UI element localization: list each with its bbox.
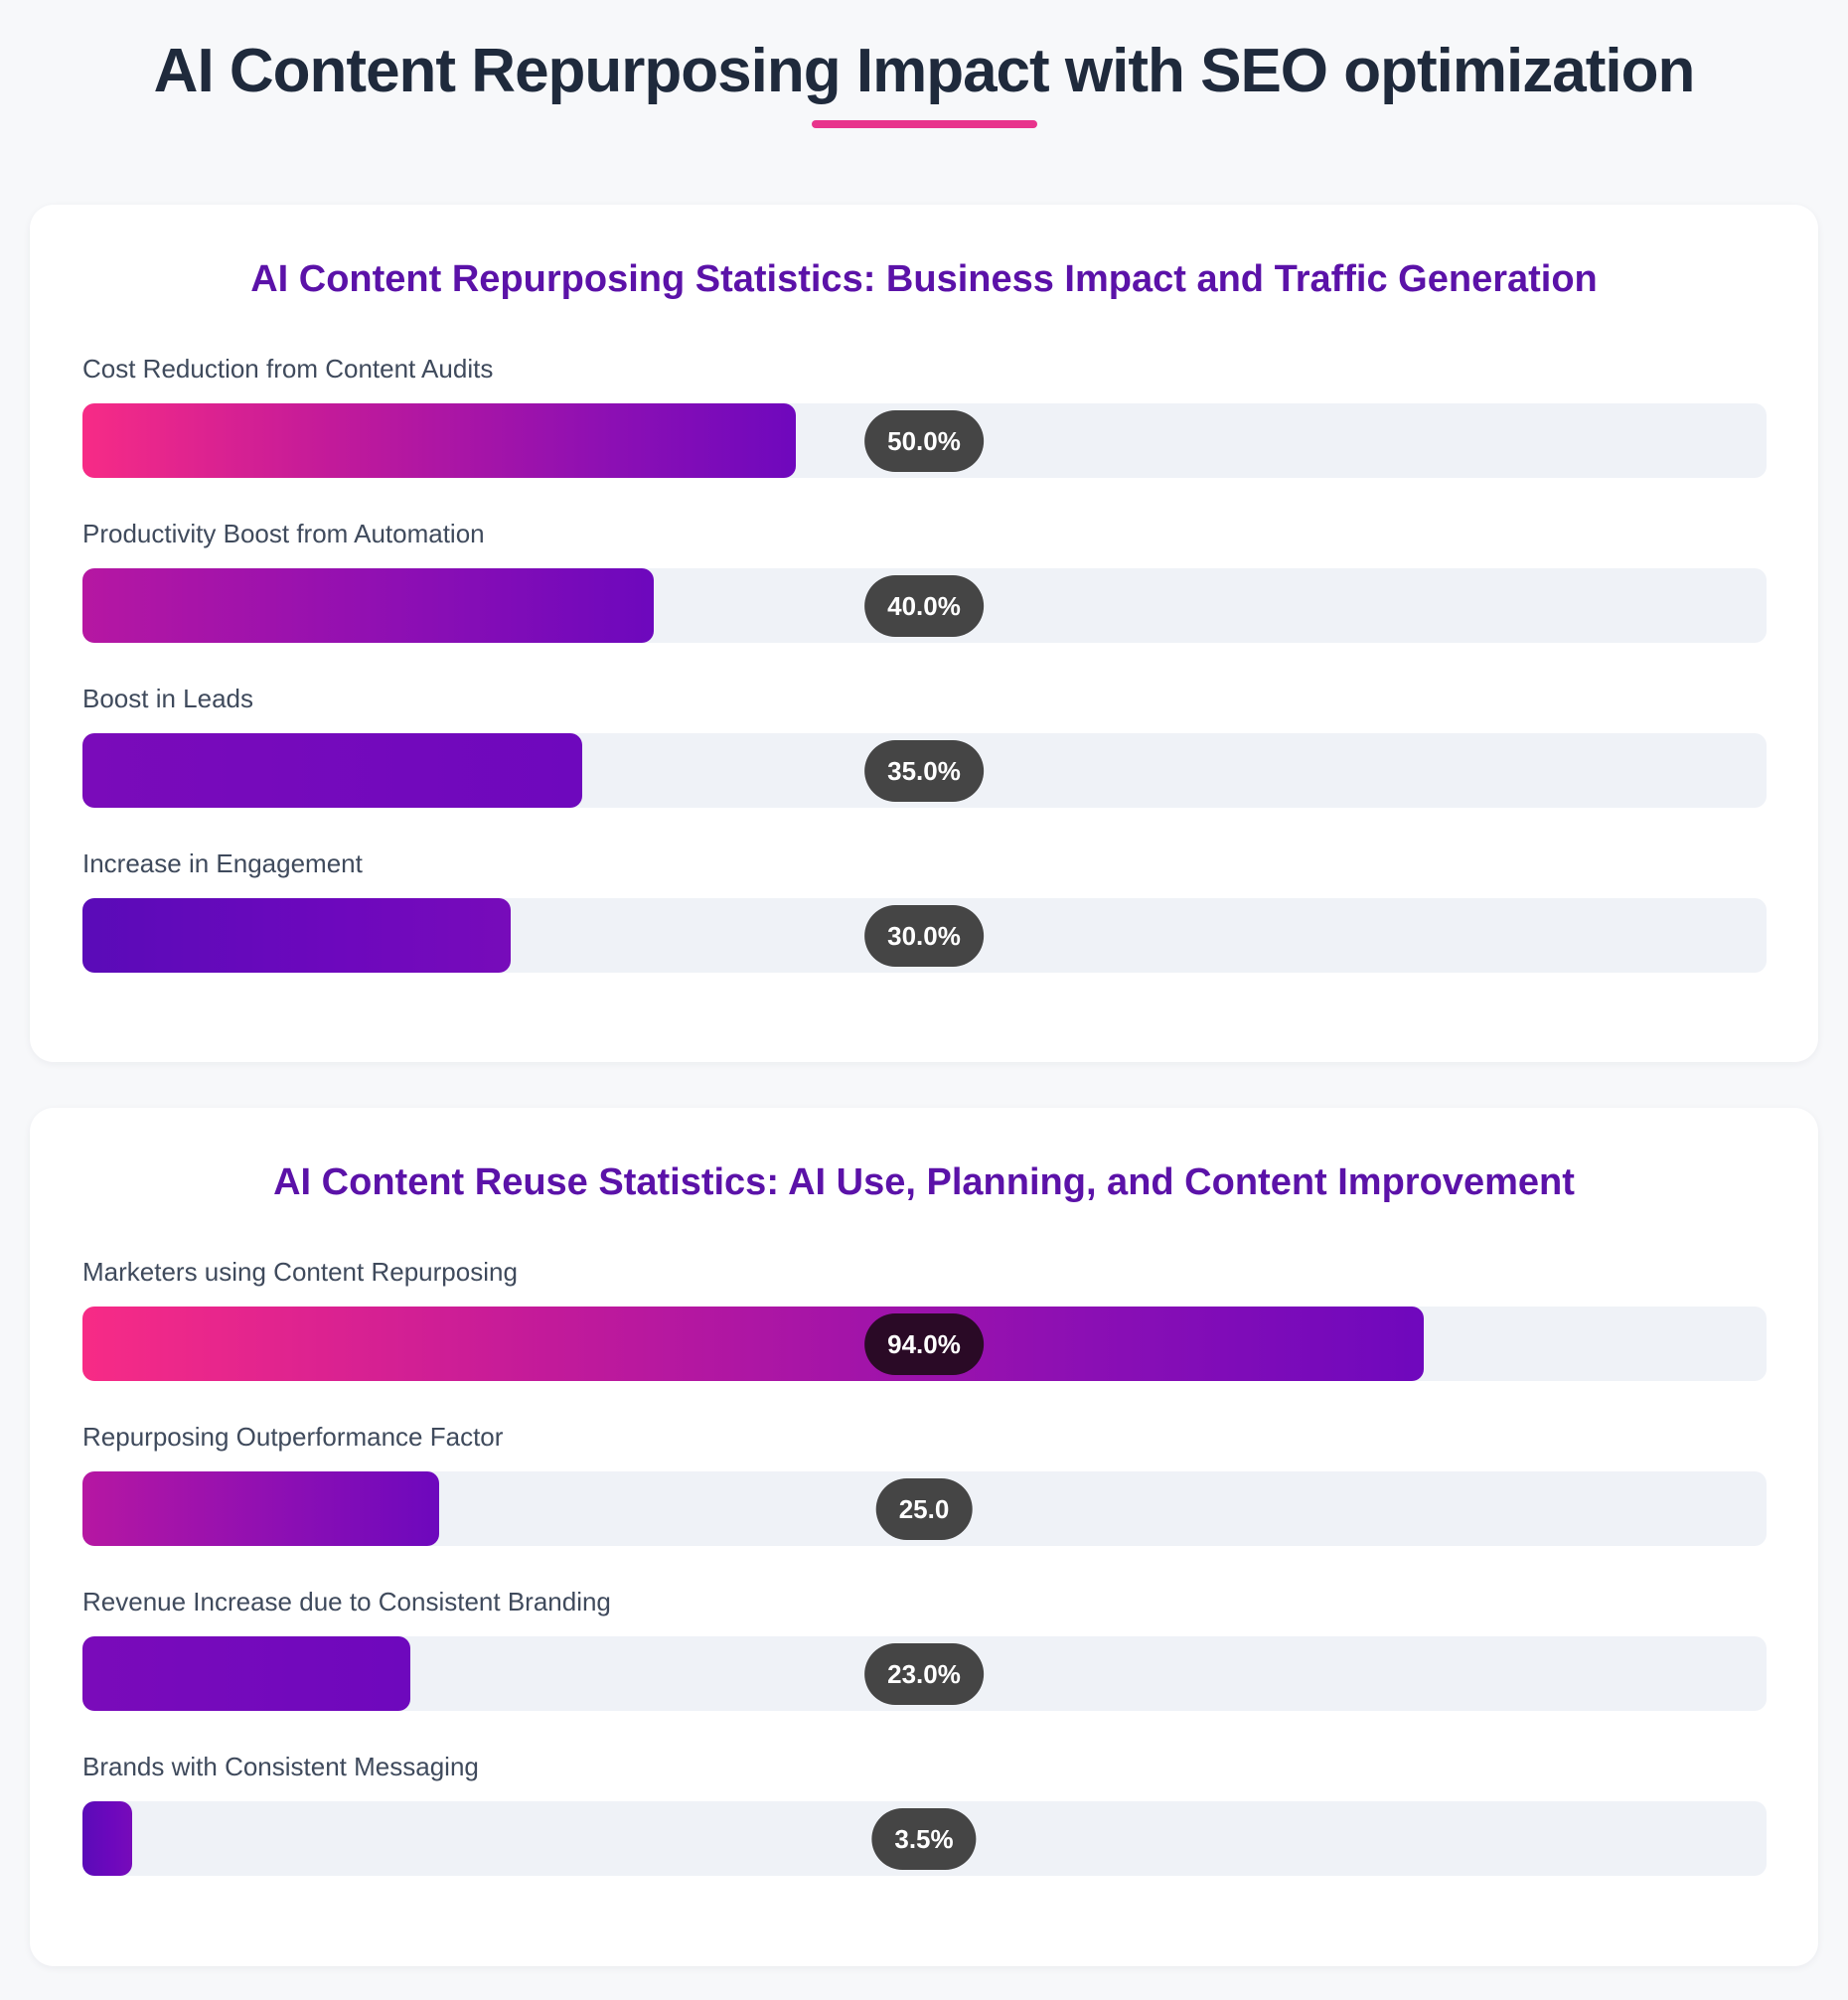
stats-card-reuse: AI Content Reuse Statistics: AI Use, Pla… [30,1108,1818,1966]
bar-label: Brands with Consistent Messaging [82,1752,479,1781]
bar-track: 25.0 [82,1471,1767,1546]
bar-track: 3.5% [82,1801,1767,1876]
bar-fill [82,1471,440,1546]
bar-label: Repurposing Outperformance Factor [82,1422,504,1452]
bar-track: 30.0% [82,898,1767,973]
bar-fill [82,1636,411,1711]
value-label: 40.0% [864,574,984,637]
bar-fill [82,1801,133,1876]
bar-track: 50.0% [82,403,1767,478]
value-label: 3.5% [871,1807,977,1870]
stats-card-business-impact: AI Content Repurposing Statistics: Busin… [30,205,1818,1062]
bar-track: 23.0% [82,1636,1767,1711]
bar-fill [82,403,797,478]
bar-fill [82,1307,1425,1381]
value-label: 94.0% [864,1312,984,1375]
value-label: 30.0% [864,904,984,967]
chart-title: AI Content Reuse Statistics: AI Use, Pla… [273,1161,1575,1203]
bar-label: Productivity Boost from Automation [82,519,485,548]
bar-label: Increase in Engagement [82,848,363,878]
chart-title: AI Content Repurposing Statistics: Busin… [250,258,1598,300]
value-label: 23.0% [864,1642,984,1705]
bar-track: 35.0% [82,733,1767,808]
bar-fill [82,898,511,973]
bar-label: Boost in Leads [82,684,254,713]
value-label: 25.0 [875,1477,973,1540]
bar-track: 94.0% [82,1307,1767,1381]
title-underline [812,120,1037,128]
bar-fill [82,733,582,808]
bar-track: 40.0% [82,568,1767,643]
value-label: 50.0% [864,409,984,472]
page-title: AI Content Repurposing Impact with SEO o… [153,37,1696,105]
bar-label: Cost Reduction from Content Audits [82,354,494,384]
bar-label: Marketers using Content Repurposing [82,1257,518,1287]
value-label: 35.0% [864,739,984,802]
bar-fill [82,568,654,643]
bar-label: Revenue Increase due to Consistent Brand… [82,1587,611,1616]
